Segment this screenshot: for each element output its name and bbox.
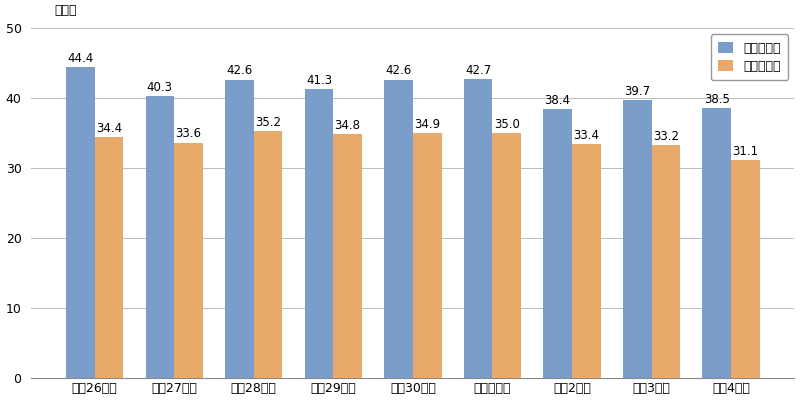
Bar xyxy=(413,134,442,378)
Bar xyxy=(225,79,254,378)
Text: 34.8: 34.8 xyxy=(334,119,361,132)
Text: （分）: （分） xyxy=(55,4,78,17)
Bar xyxy=(464,79,493,378)
Bar xyxy=(174,142,203,378)
Text: 44.4: 44.4 xyxy=(67,52,94,65)
Bar xyxy=(623,100,651,378)
Text: 42.7: 42.7 xyxy=(465,64,491,77)
Text: 38.5: 38.5 xyxy=(704,93,730,106)
Text: 40.3: 40.3 xyxy=(147,81,173,93)
Text: 33.6: 33.6 xyxy=(175,128,202,140)
Text: 42.6: 42.6 xyxy=(226,65,253,77)
Text: 34.4: 34.4 xyxy=(96,122,122,135)
Bar xyxy=(254,132,282,378)
Bar xyxy=(334,134,362,378)
Text: 35.0: 35.0 xyxy=(494,117,520,131)
Bar xyxy=(731,160,760,378)
Text: 42.6: 42.6 xyxy=(386,65,412,77)
Bar xyxy=(146,96,174,378)
Bar xyxy=(94,137,123,378)
Legend: 住み替え前, 住み替え後: 住み替え前, 住み替え後 xyxy=(710,34,788,80)
Bar xyxy=(493,133,521,378)
Text: 35.2: 35.2 xyxy=(255,116,281,129)
Bar xyxy=(543,109,572,378)
Bar xyxy=(384,79,413,378)
Bar xyxy=(702,108,731,378)
Text: 31.1: 31.1 xyxy=(732,145,758,158)
Bar xyxy=(305,89,334,378)
Text: 33.2: 33.2 xyxy=(653,130,679,143)
Text: 38.4: 38.4 xyxy=(545,94,570,107)
Text: 39.7: 39.7 xyxy=(624,85,650,98)
Text: 33.4: 33.4 xyxy=(574,129,599,142)
Bar xyxy=(572,144,601,378)
Bar xyxy=(66,67,94,378)
Bar xyxy=(651,145,680,378)
Text: 34.9: 34.9 xyxy=(414,118,440,132)
Text: 41.3: 41.3 xyxy=(306,73,332,87)
